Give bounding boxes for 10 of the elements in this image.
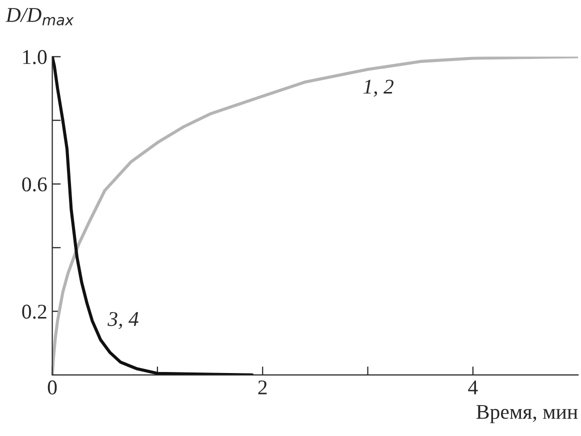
y-axis-title: D/D$_{max}$: [6, 8, 74, 26]
y-tick-label: 0.6: [22, 177, 47, 192]
x-tick-label: 2: [258, 380, 267, 394]
x-axis-title: Время, мин: [476, 405, 578, 424]
x-tick-label: 0: [48, 380, 57, 394]
x-tick-label: 4: [468, 380, 478, 394]
y-tick-label: 1.0: [23, 50, 47, 64]
y-tick-label: 0.2: [22, 304, 46, 319]
annotation: 1, 2: [363, 80, 394, 97]
annotation: 3, 4: [108, 312, 138, 330]
